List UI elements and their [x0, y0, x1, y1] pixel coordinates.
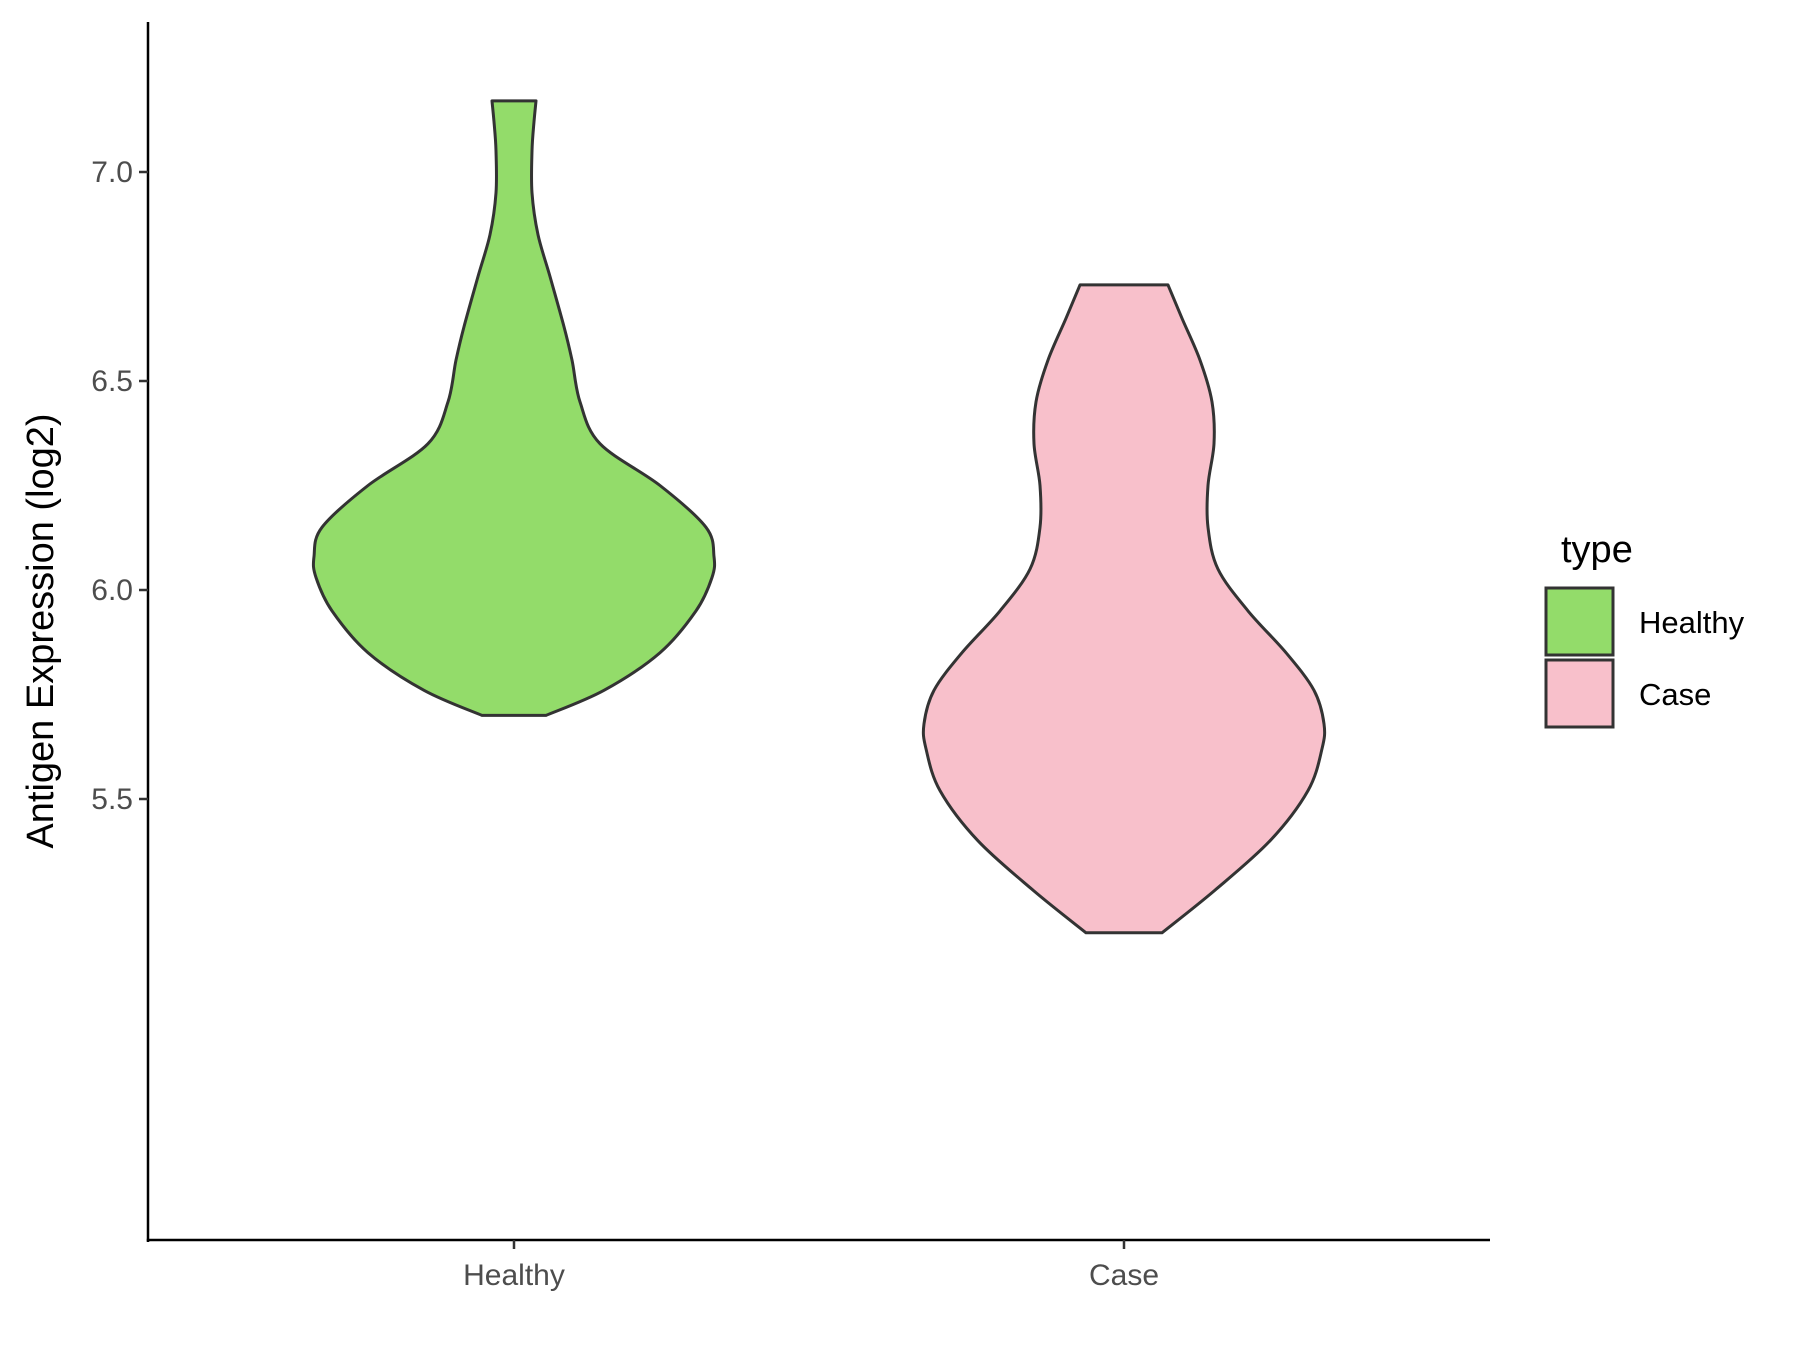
legend: type Healthy Case — [1544, 529, 1745, 729]
y-tick-label: 6.0 — [91, 574, 133, 607]
y-tick-label: 5.5 — [91, 783, 133, 816]
y-tick-label: 6.5 — [91, 365, 133, 398]
legend-swatch-case — [1544, 658, 1615, 729]
x-tick-label: Case — [1089, 1259, 1159, 1292]
y-tick-label: 7.0 — [91, 156, 133, 189]
x-axis-ticks: Healthy Case — [463, 1240, 1159, 1292]
y-axis-ticks: 5.5 6.0 6.5 7.0 — [91, 156, 148, 816]
violins-layer — [311, 99, 1327, 935]
violin-healthy — [311, 99, 717, 717]
violin-case — [921, 283, 1327, 935]
legend-swatch-healthy — [1544, 586, 1615, 657]
legend-title: type — [1561, 529, 1633, 571]
legend-label-healthy: Healthy — [1639, 605, 1745, 640]
legend-label-case: Case — [1639, 677, 1711, 712]
x-tick-label: Healthy — [463, 1259, 565, 1292]
y-axis-title: Antigen Expression (log2) — [20, 413, 62, 848]
